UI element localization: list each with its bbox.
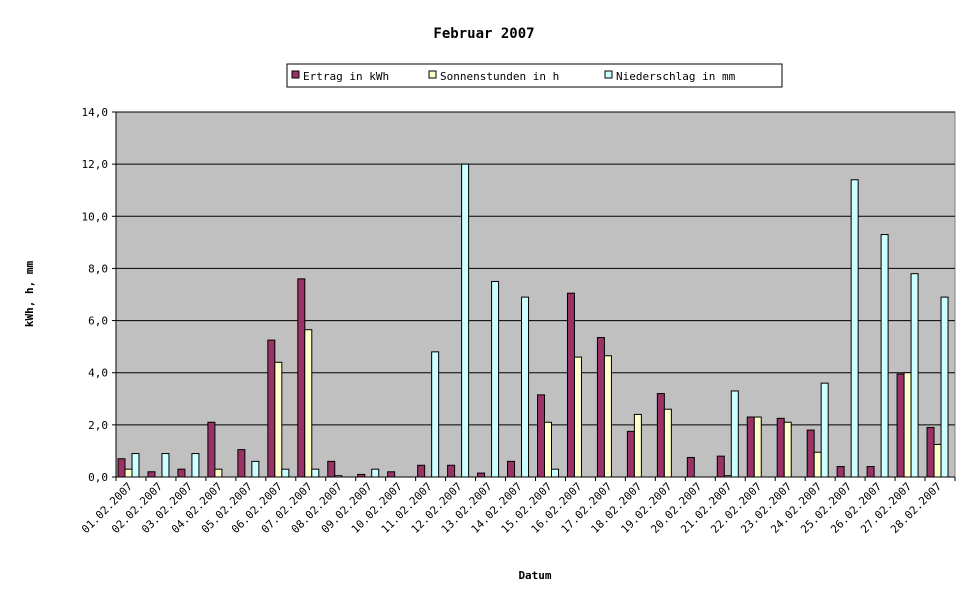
bar-ertrag: [507, 460, 516, 478]
bar-niederschlag: [371, 468, 380, 478]
bar-niederschlag: [850, 179, 859, 478]
bar-niederschlag: [820, 382, 829, 478]
x-axis-label: Datum: [518, 569, 551, 582]
bar-sonnenstunden: [783, 421, 792, 478]
bar-sonnenstunden: [933, 443, 942, 478]
bar-ertrag: [267, 339, 276, 478]
bar-ertrag: [117, 458, 126, 478]
bar-sonnenstunden: [304, 329, 313, 478]
bar-niederschlag: [521, 296, 530, 478]
bar-ertrag: [836, 466, 845, 478]
plot-area: [115, 111, 956, 478]
bar-sonnenstunden: [903, 372, 912, 478]
bar-niederschlag: [940, 296, 949, 478]
y-tick-label: 2,0: [88, 419, 108, 432]
bar-niederschlag: [910, 273, 919, 478]
bar-niederschlag: [730, 390, 739, 478]
bar-niederschlag: [161, 453, 170, 478]
x-tick-labels: 01.02.200702.02.200703.02.200704.02.2007…: [79, 480, 944, 536]
y-tick-label: 12,0: [82, 158, 109, 171]
y-tick-label: 6,0: [88, 315, 108, 328]
bar-niederschlag: [191, 453, 200, 478]
bar-sonnenstunden: [214, 468, 223, 478]
legend-swatch-ertrag: [291, 70, 300, 79]
bar-ertrag: [207, 421, 216, 478]
bar-sonnenstunden: [544, 421, 552, 478]
bar-ertrag: [746, 416, 755, 478]
bar-niederschlag: [491, 280, 500, 478]
bar-sonnenstunden: [603, 355, 612, 478]
bar-ertrag: [447, 464, 456, 478]
legend-box: [286, 63, 783, 88]
bar-niederschlag: [431, 351, 440, 478]
bar-ertrag: [896, 373, 905, 478]
bar-ertrag: [297, 278, 306, 478]
y-tick-label: 10,0: [82, 210, 109, 223]
bar-ertrag: [417, 464, 426, 478]
y-tick-label: 4,0: [88, 367, 108, 380]
bar-ertrag: [177, 468, 186, 478]
bar-ertrag: [806, 429, 815, 478]
gridlines: [116, 111, 955, 426]
bar-ertrag: [327, 460, 336, 478]
bar-sonnenstunden: [274, 361, 283, 478]
bar-sonnenstunden: [124, 468, 133, 478]
axes: [112, 111, 956, 481]
bar-ertrag: [237, 449, 246, 478]
bar-ertrag: [926, 426, 935, 478]
bar-sonnenstunden: [813, 451, 822, 478]
bar-ertrag: [776, 417, 785, 478]
y-tick-label: 8,0: [88, 262, 108, 275]
bar-sonnenstunden: [633, 413, 642, 478]
y-tick-label: 14,0: [82, 106, 109, 119]
legend-swatch-niederschlag: [604, 70, 613, 79]
bar-ertrag: [596, 337, 605, 478]
bar-ertrag: [626, 430, 635, 478]
bar-ertrag: [656, 393, 665, 478]
bar-sonnenstunden: [663, 408, 672, 478]
bar-niederschlag: [880, 234, 889, 478]
y-tick-labels: 0,0 2,0 4,0 6,0 8,0 10,0 12,0 14,0: [82, 106, 109, 484]
bar-ertrag: [477, 472, 486, 478]
bar-niederschlag: [281, 468, 290, 478]
bar-sonnenstunden: [753, 416, 762, 478]
legend-label-sonnenstunden: Sonnenstunden in h: [440, 70, 559, 83]
bar-ertrag: [866, 466, 875, 478]
legend-swatch-sonnenstunden: [428, 70, 437, 79]
bar-sonnenstunden: [573, 356, 582, 478]
bar-niederschlag: [251, 460, 260, 478]
bar-ertrag: [537, 394, 545, 478]
chart-title: Februar 2007: [433, 26, 534, 42]
y-tick-label: 0,0: [88, 471, 108, 484]
legend-label-niederschlag: Niederschlag in mm: [616, 70, 736, 83]
bar-ertrag: [147, 471, 156, 478]
legend-label-ertrag: Ertrag in kWh: [303, 70, 389, 83]
bar-ertrag: [387, 471, 396, 478]
bar-ertrag: [566, 292, 575, 478]
bar-niederschlag: [131, 453, 140, 478]
bar-ertrag: [716, 455, 725, 478]
bars: [117, 163, 949, 478]
bar-niederschlag: [551, 468, 559, 478]
legend: Ertrag in kWh Sonnenstunden in h Nieders…: [286, 63, 783, 88]
bar-ertrag: [686, 456, 695, 478]
y-axis-label: kWh, h, mm: [23, 261, 36, 328]
bar-niederschlag: [461, 163, 470, 478]
bar-niederschlag: [311, 468, 320, 478]
